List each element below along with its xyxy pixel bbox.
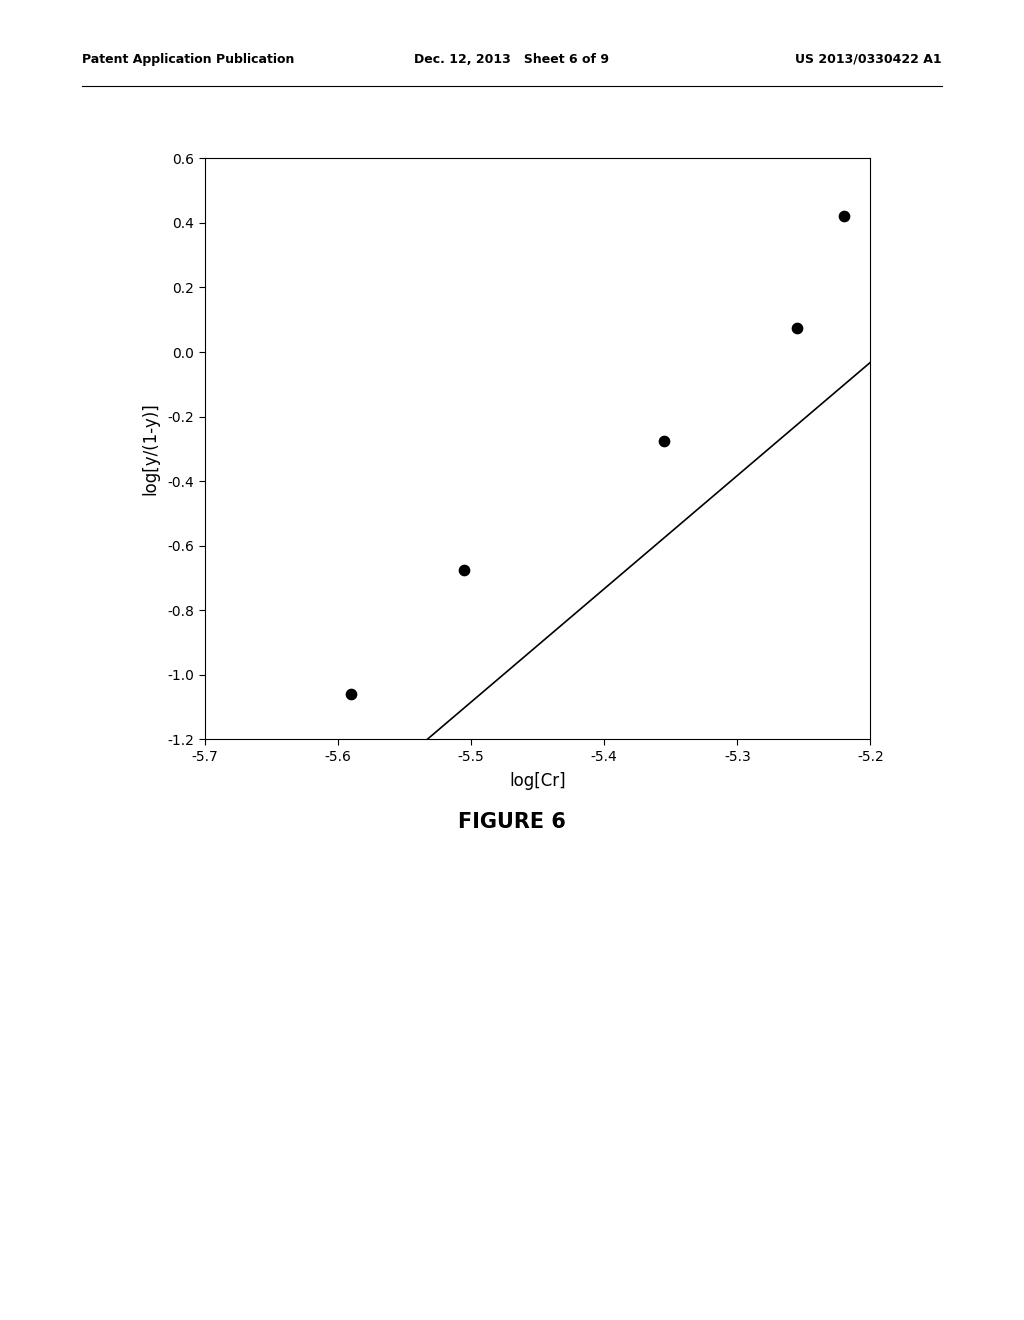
X-axis label: log[Cr]: log[Cr]: [509, 772, 566, 789]
Y-axis label: log[y/(1-y)]: log[y/(1-y)]: [141, 403, 159, 495]
Text: FIGURE 6: FIGURE 6: [458, 812, 566, 832]
Point: [343, 684, 359, 705]
Point: [836, 206, 852, 227]
Point: [656, 430, 673, 451]
Text: Dec. 12, 2013   Sheet 6 of 9: Dec. 12, 2013 Sheet 6 of 9: [415, 53, 609, 66]
Point: [790, 317, 806, 338]
Text: US 2013/0330422 A1: US 2013/0330422 A1: [796, 53, 942, 66]
Point: [457, 560, 473, 581]
Text: Patent Application Publication: Patent Application Publication: [82, 53, 294, 66]
